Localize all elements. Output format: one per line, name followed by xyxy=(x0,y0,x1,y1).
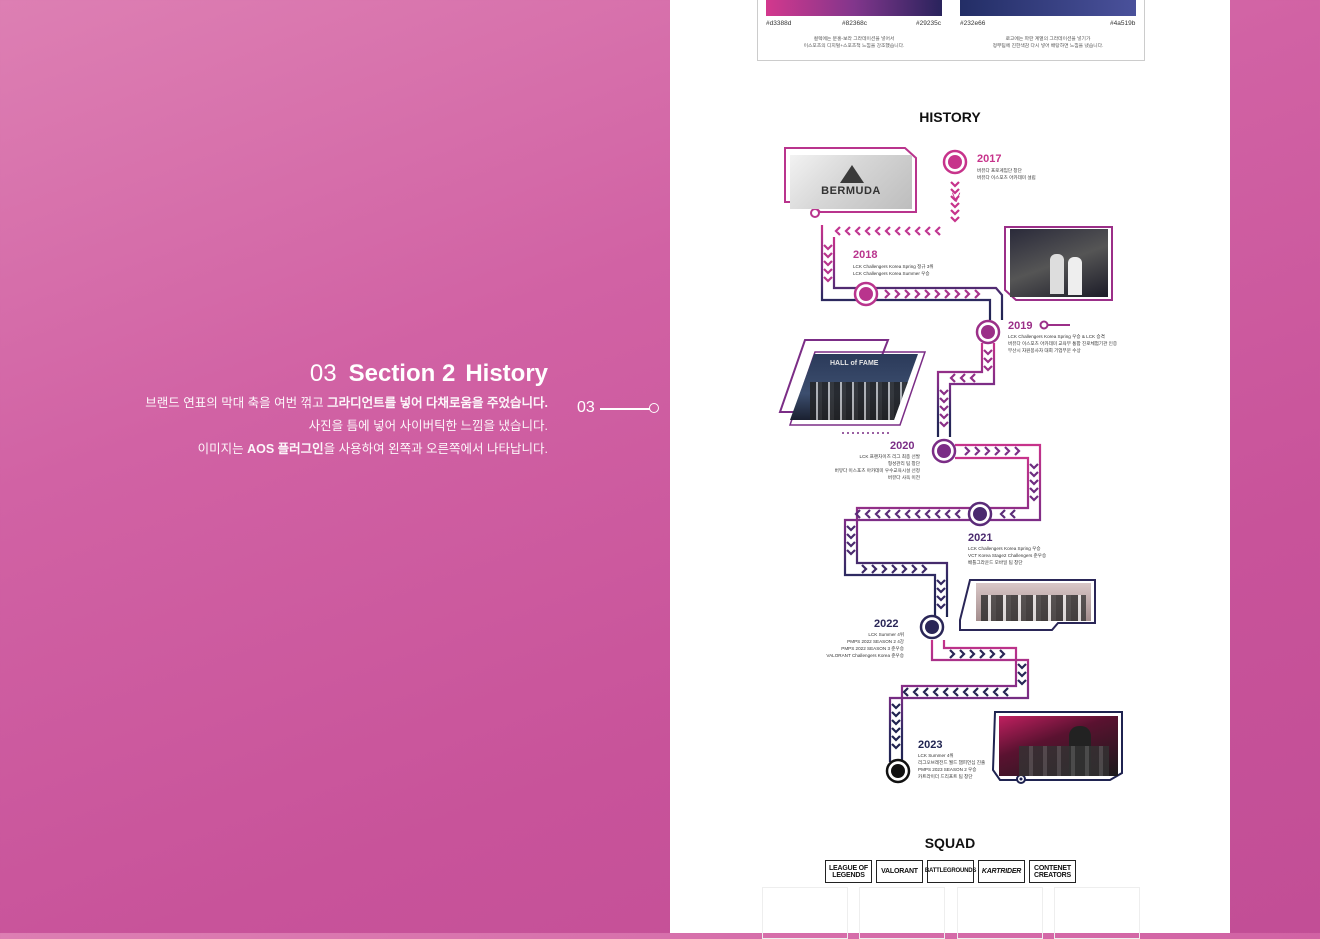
team-celebration-photo xyxy=(1010,229,1108,297)
year-2017-desc: 버뮤다 프로게임단 창단 버뮤다 이스포츠 아카데미 설립 xyxy=(977,168,1036,180)
battlegrounds-logo[interactable]: BATTLEGROUNDS xyxy=(925,860,976,883)
year-2022-desc: LCK Summer 4위 PMPS 2022 SEASON 2 4강 PMPS 2… xyxy=(826,632,904,658)
hall-of-fame-photo: HALL of FAME xyxy=(790,354,918,420)
valorant-logo[interactable]: VALORANT xyxy=(876,860,923,883)
section-marker-dot xyxy=(649,403,659,413)
year-2021: 2021 xyxy=(968,532,993,544)
team-2022-photo xyxy=(976,583,1091,621)
squad-card[interactable] xyxy=(957,887,1043,939)
palette-note-left: 컬렉에는 분홍-보라 그라데이션을 넣어서 이스포츠의 디지털+스포츠적 느낌을… xyxy=(803,37,905,49)
content-creators-logo[interactable]: CONTENET CREATORS xyxy=(1029,860,1076,883)
squad-card[interactable] xyxy=(1054,887,1140,939)
section-marker-number: 03 xyxy=(577,399,595,416)
year-2019-desc: LCK Challengers Korea Spring 우승 & LCK 승격… xyxy=(1008,334,1118,353)
desc-line-1: 브랜드 연표의 막대 축을 여번 꺾고 xyxy=(145,396,328,410)
hex-label: #232e66 xyxy=(960,20,986,27)
dotted-rule xyxy=(842,432,889,434)
bermuda-crown-icon xyxy=(840,165,864,183)
year-2021-desc: LCK Challengers Korea Spring 우승 VCT Korea… xyxy=(968,546,1047,565)
section-title: 03 Section 2 History xyxy=(310,360,548,388)
section-name: Section 2 xyxy=(348,360,456,387)
kartrider-logo[interactable]: KARTRIDER xyxy=(978,860,1025,883)
league-of-legends-logo[interactable]: LEAGUE OF LEGENDS xyxy=(825,860,872,883)
hex-label: #4a519b xyxy=(1110,20,1136,27)
year-2022: 2022 xyxy=(874,618,899,630)
year-2023-desc: LCK Summer 4위 리그오브레전드 월드 챔피언십 진출 PMPS 2023… xyxy=(918,753,986,779)
bermuda-logo-text: BERMUDA xyxy=(821,185,881,197)
hex-label: #d3388d xyxy=(766,20,792,27)
year-2017: 2017 xyxy=(977,153,1002,165)
desc-line-3a: 이미지는 xyxy=(197,442,248,456)
desc-line-1-bold: 그라디언트를 넣어 다채로움을 주었습니다. xyxy=(327,396,548,410)
squad-heading: SQUAD xyxy=(924,835,976,851)
year-2020-desc: LCK 프랜차이즈 리그 최종 선발 형성관리 팀 창단 버뮤다 이스포츠 아카데미… xyxy=(834,454,920,480)
year-2018-desc: LCK Challengers Korea Spring 정규 3위 LCK Ch… xyxy=(853,264,934,276)
bermuda-logo-photo: BERMUDA xyxy=(790,155,912,209)
hex-label: #82368c xyxy=(842,20,867,27)
year-2019: 2019 xyxy=(1008,320,1033,332)
year-2018: 2018 xyxy=(853,249,878,261)
history-heading: HISTORY xyxy=(919,109,981,125)
desc-line-3-bold: AOS 플러그인 xyxy=(247,442,324,456)
color-palette-box: #d3388d #82368c #29235c #232e66 #4a519b … xyxy=(757,0,1145,61)
squad-card[interactable] xyxy=(859,887,945,939)
pink-purple-gradient-swatch xyxy=(766,0,942,16)
squad-card[interactable] xyxy=(762,887,848,939)
team-2023-photo xyxy=(999,716,1118,776)
desc-line-2: 사진을 틈에 넣어 사이버틱한 느낌을 냈습니다. xyxy=(308,419,548,433)
section-subtitle: History xyxy=(465,360,548,387)
timeline-rails xyxy=(820,176,1042,762)
timeline-nodes xyxy=(853,149,1001,784)
hex-label: #29235c xyxy=(916,20,941,27)
blue-gradient-swatch xyxy=(960,0,1136,16)
desc-line-3b: 을 사용하여 왼쪽과 오른쪽에서 나타납니다. xyxy=(323,442,548,456)
year-2023: 2023 xyxy=(918,739,943,751)
year-2020: 2020 xyxy=(890,440,915,452)
section-marker-line xyxy=(600,408,650,410)
hall-of-fame-text: HALL of FAME xyxy=(830,360,879,367)
section-description: 브랜드 연표의 막대 축을 여번 꺾고 그라디언트를 넣어 다채로움을 주었습니… xyxy=(145,392,548,461)
palette-note-right: 로고에는 파란 계열의 그라데이션을 넣기가 정부팀에 진한색감 다시 넣어 배… xyxy=(992,37,1104,49)
section-number: 03 xyxy=(309,360,337,387)
